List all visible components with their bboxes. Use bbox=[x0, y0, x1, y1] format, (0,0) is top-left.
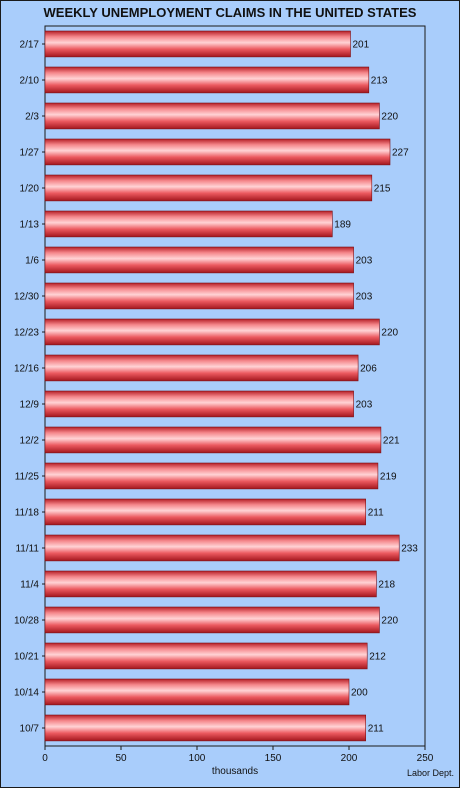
bar-12-16 bbox=[44, 354, 359, 382]
value-label: 211 bbox=[368, 724, 384, 735]
category-label: 11/11 bbox=[15, 544, 39, 555]
value-label: 218 bbox=[378, 580, 395, 591]
category-label: 2/17 bbox=[20, 40, 40, 51]
category-label: 1/27 bbox=[20, 148, 40, 159]
bar-10-14 bbox=[44, 678, 350, 706]
category-label: 11/4 bbox=[20, 580, 39, 591]
value-label: 201 bbox=[353, 40, 370, 51]
value-label: 220 bbox=[381, 616, 398, 627]
x-tick-label: 200 bbox=[341, 753, 358, 764]
bar-1-27 bbox=[44, 138, 391, 166]
category-label: 12/30 bbox=[14, 292, 39, 303]
bar-11-11 bbox=[44, 534, 400, 562]
value-label: 221 bbox=[383, 436, 400, 447]
category-label: 1/20 bbox=[20, 184, 40, 195]
value-label: 227 bbox=[392, 148, 409, 159]
value-label: 213 bbox=[371, 76, 388, 87]
source-note: Labor Dept. bbox=[406, 768, 454, 778]
category-label: 10/21 bbox=[14, 652, 39, 663]
bar-12-2 bbox=[44, 426, 382, 454]
bar-10-21 bbox=[44, 642, 368, 670]
value-label: 212 bbox=[369, 652, 386, 663]
category-label: 12/9 bbox=[20, 400, 40, 411]
bar-1-20 bbox=[44, 174, 373, 202]
value-label: 203 bbox=[356, 400, 373, 411]
category-label: 1/6 bbox=[25, 256, 39, 267]
bar-1-13 bbox=[44, 210, 333, 238]
value-label: 189 bbox=[334, 220, 351, 231]
value-label: 220 bbox=[381, 328, 398, 339]
bar-10-28 bbox=[44, 606, 380, 634]
x-tick-label: 0 bbox=[42, 753, 48, 764]
bar-12-30 bbox=[44, 282, 354, 310]
value-label: 200 bbox=[351, 688, 368, 699]
value-label: 206 bbox=[360, 364, 377, 375]
x-tick-label: 50 bbox=[115, 753, 127, 764]
category-label: 11/18 bbox=[15, 508, 40, 519]
bar-11-4 bbox=[44, 570, 377, 598]
bar-12-23 bbox=[44, 318, 380, 346]
category-label: 12/23 bbox=[14, 328, 39, 339]
bar-2-3 bbox=[44, 102, 380, 130]
x-axis-label: thousands bbox=[211, 766, 259, 777]
bar-1-6 bbox=[44, 246, 354, 274]
x-tick-label: 100 bbox=[189, 753, 206, 764]
category-label: 12/16 bbox=[14, 364, 39, 375]
plot-area bbox=[44, 25, 426, 747]
value-label: 211 bbox=[368, 508, 384, 519]
category-label: 2/10 bbox=[20, 76, 40, 87]
bar-10-7 bbox=[44, 714, 367, 742]
bar-2-10 bbox=[44, 66, 370, 94]
chart-title: WEEKLY UNEMPLOYMENT CLAIMS IN THE UNITED… bbox=[43, 5, 417, 20]
bar-2-17 bbox=[44, 30, 351, 58]
x-tick-label: 150 bbox=[265, 753, 282, 764]
value-label: 233 bbox=[401, 544, 418, 555]
value-label: 203 bbox=[356, 292, 373, 303]
category-label: 10/28 bbox=[14, 616, 39, 627]
category-label: 12/2 bbox=[20, 436, 40, 447]
bar-11-25 bbox=[44, 462, 379, 490]
category-label: 1/13 bbox=[20, 220, 40, 231]
value-label: 220 bbox=[381, 112, 398, 123]
category-label: 10/14 bbox=[14, 688, 39, 699]
category-label: 10/7 bbox=[20, 724, 40, 735]
value-label: 215 bbox=[374, 184, 391, 195]
value-label: 203 bbox=[356, 256, 373, 267]
bar-12-9 bbox=[44, 390, 354, 418]
category-label: 11/25 bbox=[15, 472, 40, 483]
bar-11-18 bbox=[44, 498, 367, 526]
x-tick-label: 250 bbox=[417, 753, 434, 764]
category-label: 2/3 bbox=[25, 112, 39, 123]
value-label: 219 bbox=[380, 472, 397, 483]
